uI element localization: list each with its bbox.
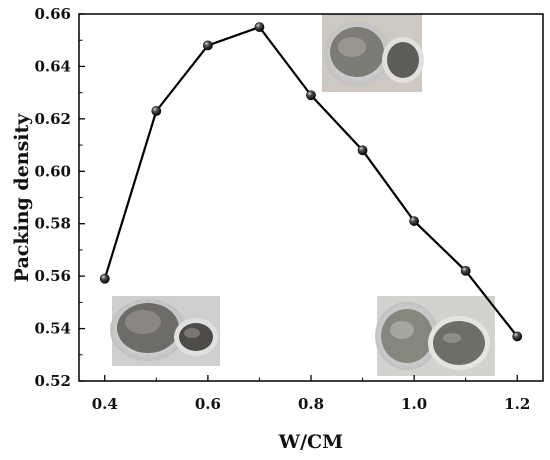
x-tick-label-1: 0.6	[195, 395, 221, 413]
data-point-0-7	[460, 265, 471, 276]
inset-photo-mid-wcm	[322, 14, 424, 92]
y-tick-label-3: 0.58	[34, 215, 71, 233]
y-tick-label-7: 0.66	[34, 5, 71, 23]
inset-photo-high-wcm	[375, 296, 495, 376]
x-tick-label-3: 1.0	[401, 395, 427, 413]
y-tick-label-5: 0.62	[34, 110, 71, 128]
axis-ticks	[79, 13, 518, 382]
data-markers	[99, 22, 523, 342]
data-point-0-1	[151, 106, 162, 116]
x-tick-label-0: 0.4	[92, 395, 118, 413]
series-line-0	[103, 26, 519, 338]
x-tick-label-2: 0.8	[298, 395, 324, 413]
data-point-0-8	[512, 331, 523, 342]
data-point-0-0	[99, 273, 110, 284]
y-tick-label-4: 0.60	[34, 162, 71, 180]
y-tick-label-1: 0.54	[34, 320, 71, 338]
y-tick-label-2: 0.56	[34, 267, 71, 285]
axis-tick-labels: 0.4 0.6 0.8 1.0 1.2 0.52 0.54 0.56 0.58 0.60 0.62 0…	[34, 5, 530, 413]
data-point-0-5	[357, 145, 368, 156]
data-point-0-3	[254, 22, 265, 33]
x-tick-label-4: 1.2	[504, 395, 530, 413]
y-tick-label-6: 0.64	[34, 57, 71, 75]
y-axis-title: Packing density	[11, 113, 33, 283]
inset-photo-low-wcm	[110, 296, 220, 366]
y-tick-label-0: 0.52	[34, 372, 71, 390]
data-point-0-2	[202, 40, 213, 51]
x-axis-title: W/CM	[278, 431, 343, 453]
series-line-group	[103, 26, 519, 338]
data-point-0-6	[409, 216, 420, 226]
data-point-0-4	[306, 90, 316, 101]
